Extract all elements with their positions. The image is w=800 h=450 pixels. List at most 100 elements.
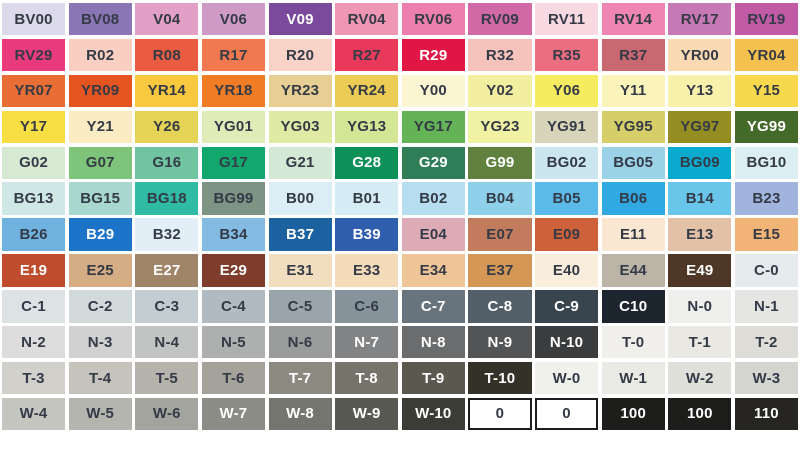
swatch-BV00[interactable]: BV00 [2,3,66,36]
swatch-BG18[interactable]: BG18 [135,182,199,215]
swatch-0[interactable]: 0 [535,397,599,431]
swatch-100[interactable]: 100 [601,397,665,431]
swatch-C10[interactable]: C10 [601,290,665,323]
swatch-W-7[interactable]: W-7 [201,397,265,431]
swatch-R37[interactable]: R37 [601,38,665,72]
swatch-T-2[interactable]: T-2 [734,326,798,359]
swatch-G02[interactable]: G02 [2,146,66,179]
swatch-W-4[interactable]: W-4 [2,397,66,431]
swatch-R08[interactable]: R08 [135,38,199,72]
swatch-V06[interactable]: V06 [201,3,265,36]
swatch-YG01[interactable]: YG01 [201,110,265,144]
swatch-W-8[interactable]: W-8 [268,397,332,431]
swatch-YG95[interactable]: YG95 [601,110,665,144]
swatch-W-6[interactable]: W-6 [135,397,199,431]
swatch-N-1[interactable]: N-1 [734,290,798,323]
swatch-C-8[interactable]: C-8 [468,290,532,323]
swatch-W-0[interactable]: W-0 [535,361,599,395]
swatch-G16[interactable]: G16 [135,146,199,179]
swatch-B26[interactable]: B26 [2,218,66,251]
swatch-YR18[interactable]: YR18 [201,74,265,108]
swatch-Y02[interactable]: Y02 [468,74,532,108]
swatch-C-3[interactable]: C-3 [135,290,199,323]
swatch-B23[interactable]: B23 [734,182,798,215]
swatch-B14[interactable]: B14 [668,182,732,215]
swatch-C-2[interactable]: C-2 [68,290,132,323]
swatch-B00[interactable]: B00 [268,182,332,215]
swatch-YG13[interactable]: YG13 [335,110,399,144]
swatch-G17[interactable]: G17 [201,146,265,179]
swatch-E19[interactable]: E19 [2,254,66,287]
swatch-BG99[interactable]: BG99 [201,182,265,215]
swatch-B37[interactable]: B37 [268,218,332,251]
swatch-RV06[interactable]: RV06 [401,3,465,36]
swatch-BG09[interactable]: BG09 [668,146,732,179]
swatch-T-0[interactable]: T-0 [601,326,665,359]
swatch-E11[interactable]: E11 [601,218,665,251]
swatch-E37[interactable]: E37 [468,254,532,287]
swatch-N-7[interactable]: N-7 [335,326,399,359]
swatch-G28[interactable]: G28 [335,146,399,179]
swatch-RV04[interactable]: RV04 [335,3,399,36]
swatch-Y15[interactable]: Y15 [734,74,798,108]
swatch-YG17[interactable]: YG17 [401,110,465,144]
swatch-T-1[interactable]: T-1 [668,326,732,359]
swatch-B05[interactable]: B05 [535,182,599,215]
swatch-YR07[interactable]: YR07 [2,74,66,108]
swatch-E15[interactable]: E15 [734,218,798,251]
swatch-W-3[interactable]: W-3 [734,361,798,395]
swatch-T-6[interactable]: T-6 [201,361,265,395]
swatch-C-1[interactable]: C-1 [2,290,66,323]
swatch-YG97[interactable]: YG97 [668,110,732,144]
swatch-B29[interactable]: B29 [68,218,132,251]
swatch-YG99[interactable]: YG99 [734,110,798,144]
swatch-B01[interactable]: B01 [335,182,399,215]
swatch-E33[interactable]: E33 [335,254,399,287]
swatch-C-9[interactable]: C-9 [535,290,599,323]
swatch-RV17[interactable]: RV17 [668,3,732,36]
swatch-YR09[interactable]: YR09 [68,74,132,108]
swatch-C-7[interactable]: C-7 [401,290,465,323]
swatch-C-6[interactable]: C-6 [335,290,399,323]
swatch-B06[interactable]: B06 [601,182,665,215]
swatch-YG23[interactable]: YG23 [468,110,532,144]
swatch-B32[interactable]: B32 [135,218,199,251]
swatch-C-5[interactable]: C-5 [268,290,332,323]
swatch-N-5[interactable]: N-5 [201,326,265,359]
swatch-R27[interactable]: R27 [335,38,399,72]
swatch-E13[interactable]: E13 [668,218,732,251]
swatch-BG02[interactable]: BG02 [535,146,599,179]
swatch-BG13[interactable]: BG13 [2,182,66,215]
swatch-B02[interactable]: B02 [401,182,465,215]
swatch-Y06[interactable]: Y06 [535,74,599,108]
swatch-R35[interactable]: R35 [535,38,599,72]
swatch-B34[interactable]: B34 [201,218,265,251]
swatch-YR04[interactable]: YR04 [734,38,798,72]
swatch-Y11[interactable]: Y11 [601,74,665,108]
swatch-W-10[interactable]: W-10 [401,397,465,431]
swatch-E40[interactable]: E40 [535,254,599,287]
swatch-W-5[interactable]: W-5 [68,397,132,431]
swatch-G21[interactable]: G21 [268,146,332,179]
swatch-RV11[interactable]: RV11 [535,3,599,36]
swatch-E34[interactable]: E34 [401,254,465,287]
swatch-N-2[interactable]: N-2 [2,326,66,359]
swatch-T-7[interactable]: T-7 [268,361,332,395]
swatch-G07[interactable]: G07 [68,146,132,179]
swatch-W-1[interactable]: W-1 [601,361,665,395]
swatch-E07[interactable]: E07 [468,218,532,251]
swatch-R02[interactable]: R02 [68,38,132,72]
swatch-R29[interactable]: R29 [401,38,465,72]
swatch-BV08[interactable]: BV08 [68,3,132,36]
swatch-G99[interactable]: G99 [468,146,532,179]
swatch-G29[interactable]: G29 [401,146,465,179]
swatch-BG10[interactable]: BG10 [734,146,798,179]
swatch-YR24[interactable]: YR24 [335,74,399,108]
swatch-N-10[interactable]: N-10 [535,326,599,359]
swatch-E31[interactable]: E31 [268,254,332,287]
swatch-RV19[interactable]: RV19 [734,3,798,36]
swatch-N-8[interactable]: N-8 [401,326,465,359]
swatch-V09[interactable]: V09 [268,3,332,36]
swatch-BG05[interactable]: BG05 [601,146,665,179]
swatch-T-8[interactable]: T-8 [335,361,399,395]
